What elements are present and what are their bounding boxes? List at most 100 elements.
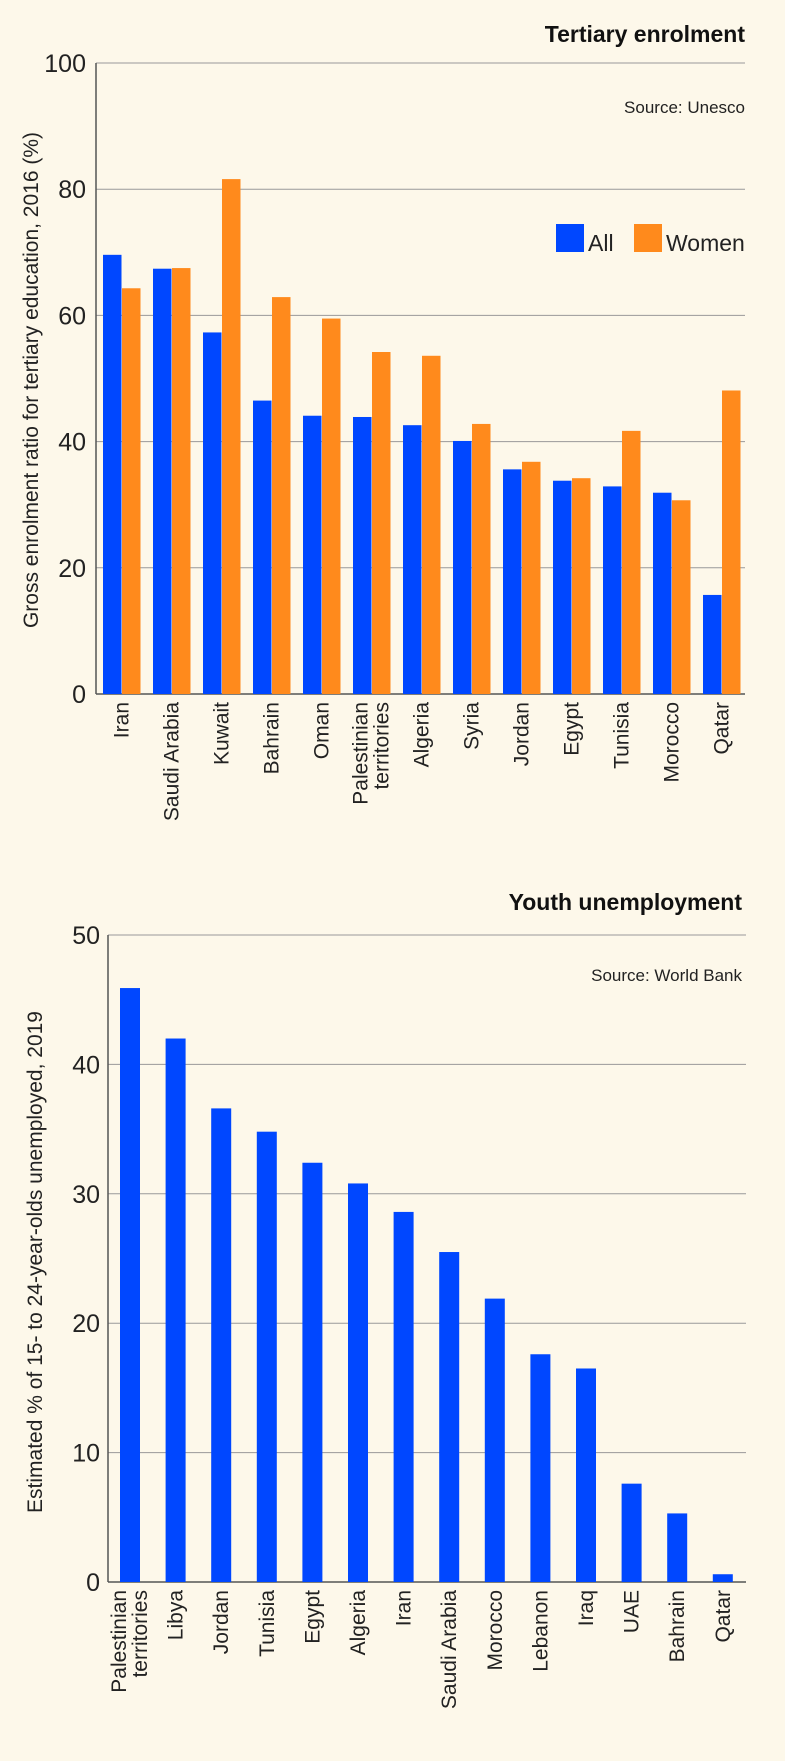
bar-value bbox=[484, 1298, 505, 1582]
youth-unemployment-chart: Youth unemployment Source: World Bank Es… bbox=[24, 889, 746, 1709]
x-tick-label-line: Jordan bbox=[511, 702, 534, 766]
x-tick-label: Palestinianterritories bbox=[108, 1590, 152, 1693]
legend-label-all: All bbox=[588, 230, 614, 256]
x-tick-label: Algeria bbox=[411, 702, 434, 768]
x-tick-label-line: Palestinian bbox=[350, 702, 373, 805]
x-tick-label-line: Tunisia bbox=[256, 1590, 279, 1657]
x-tick-label-line: territories bbox=[129, 1590, 152, 1678]
x-tick-label: Libya bbox=[165, 1590, 188, 1641]
bar-women bbox=[672, 500, 691, 694]
x-tick-label: Kuwait bbox=[211, 702, 234, 765]
chart-source: Source: World Bank bbox=[591, 966, 742, 985]
bar-all bbox=[503, 469, 522, 694]
x-tick-label-line: Iran bbox=[111, 702, 134, 738]
x-tick-label: Iraq bbox=[575, 1590, 598, 1626]
y-tick-label: 60 bbox=[58, 302, 86, 330]
bar-value bbox=[348, 1183, 368, 1582]
bar-value bbox=[393, 1211, 414, 1582]
x-tick-label: Iran bbox=[111, 702, 134, 738]
bar-all bbox=[553, 480, 572, 694]
bar-women bbox=[522, 461, 541, 694]
y-tick-label: 0 bbox=[86, 1569, 100, 1597]
x-tick-label: Iran bbox=[393, 1590, 416, 1626]
x-tick-label: Lebanon bbox=[529, 1590, 552, 1672]
bar-value bbox=[256, 1131, 277, 1582]
chart-title: Youth unemployment bbox=[509, 889, 743, 915]
x-tick-label: Tunisia bbox=[256, 1590, 279, 1657]
x-tick-label: Syria bbox=[461, 702, 484, 750]
bar-value bbox=[120, 988, 140, 1582]
bar-all bbox=[403, 425, 422, 694]
y-tick-label: 0 bbox=[72, 681, 86, 709]
bar-value bbox=[712, 1574, 733, 1582]
x-tick-label: Oman bbox=[311, 702, 334, 759]
x-tick-label: Bahrain bbox=[261, 702, 284, 774]
x-tick-label-line: Morocco bbox=[661, 702, 684, 783]
x-tick-label: Morocco bbox=[661, 702, 684, 783]
x-tick-label-line: Saudi Arabia bbox=[438, 1590, 461, 1709]
x-tick-label: Qatar bbox=[711, 702, 734, 755]
x-tick-label: UAE bbox=[621, 1590, 644, 1633]
x-tick-label: Egypt bbox=[301, 1590, 324, 1644]
bar-all bbox=[453, 440, 472, 694]
x-tick-label-line: Syria bbox=[461, 702, 484, 750]
x-tick-label-line: Tunisia bbox=[611, 702, 634, 769]
x-tick-label-line: Lebanon bbox=[529, 1590, 552, 1672]
bar-women bbox=[222, 179, 241, 694]
bar-women bbox=[572, 478, 591, 694]
bar-women bbox=[172, 268, 191, 694]
x-tick-label-line: Algeria bbox=[347, 1590, 370, 1656]
y-tick-label: 30 bbox=[72, 1181, 100, 1209]
y-axis-label: Gross enrolment ratio for tertiary educa… bbox=[20, 132, 43, 628]
bar-women bbox=[122, 288, 141, 694]
legend-label-women: Women bbox=[666, 230, 745, 256]
bar-all bbox=[703, 594, 722, 694]
x-tick-label-line: Egypt bbox=[301, 1590, 324, 1644]
x-tick-label-line: Qatar bbox=[712, 1590, 735, 1643]
bar-women bbox=[272, 297, 291, 694]
x-tick-label-line: Algeria bbox=[411, 702, 434, 768]
y-axis-label: Estimated % of 15- to 24-year-olds unemp… bbox=[24, 1011, 47, 1513]
bar-all bbox=[353, 416, 372, 694]
x-tick-label-line: Oman bbox=[311, 702, 334, 759]
x-tick-label-line: Qatar bbox=[711, 702, 734, 755]
bar-all bbox=[253, 400, 272, 694]
bar-value bbox=[530, 1354, 551, 1582]
bar-all bbox=[203, 332, 222, 694]
x-tick-label-line: Iraq bbox=[575, 1590, 598, 1626]
legend-swatch-all bbox=[556, 224, 584, 252]
bar-value bbox=[165, 1038, 186, 1582]
bar-all bbox=[103, 254, 122, 694]
bar-women bbox=[422, 355, 441, 694]
bar-value bbox=[667, 1513, 688, 1582]
bar-all bbox=[653, 492, 672, 694]
tertiary-enrolment-chart: Tertiary enrolment Source: Unesco Gross … bbox=[20, 21, 745, 821]
bar-all bbox=[303, 415, 322, 694]
x-tick-label-line: Egypt bbox=[561, 702, 584, 756]
x-tick-label: Jordan bbox=[210, 1590, 233, 1654]
legend-swatch-women bbox=[634, 224, 662, 252]
y-tick-label: 40 bbox=[72, 1051, 100, 1079]
x-tick-label: Palestinianterritories bbox=[350, 702, 394, 805]
x-tick-label-line: Kuwait bbox=[211, 702, 234, 765]
y-tick-label: 20 bbox=[72, 1310, 100, 1338]
x-tick-label-line: Bahrain bbox=[261, 702, 284, 774]
chart-title: Tertiary enrolment bbox=[545, 21, 746, 47]
legend: All Women bbox=[556, 224, 745, 256]
x-tick-label-line: Bahrain bbox=[666, 1590, 689, 1662]
bar-women bbox=[372, 351, 391, 694]
x-tick-label-line: Libya bbox=[165, 1590, 188, 1641]
bar-all bbox=[153, 268, 172, 694]
bar-value bbox=[439, 1252, 460, 1582]
chart-source: Source: Unesco bbox=[624, 98, 745, 117]
bar-all bbox=[603, 486, 622, 694]
x-tick-label-line: UAE bbox=[621, 1590, 644, 1633]
x-tick-label-line: Morocco bbox=[484, 1590, 507, 1671]
y-tick-label: 50 bbox=[72, 922, 100, 950]
bar-value bbox=[211, 1108, 232, 1582]
x-tick-label: Morocco bbox=[484, 1590, 507, 1671]
bar-value bbox=[302, 1162, 323, 1582]
bar-women bbox=[622, 430, 641, 694]
bar-value bbox=[621, 1483, 642, 1582]
